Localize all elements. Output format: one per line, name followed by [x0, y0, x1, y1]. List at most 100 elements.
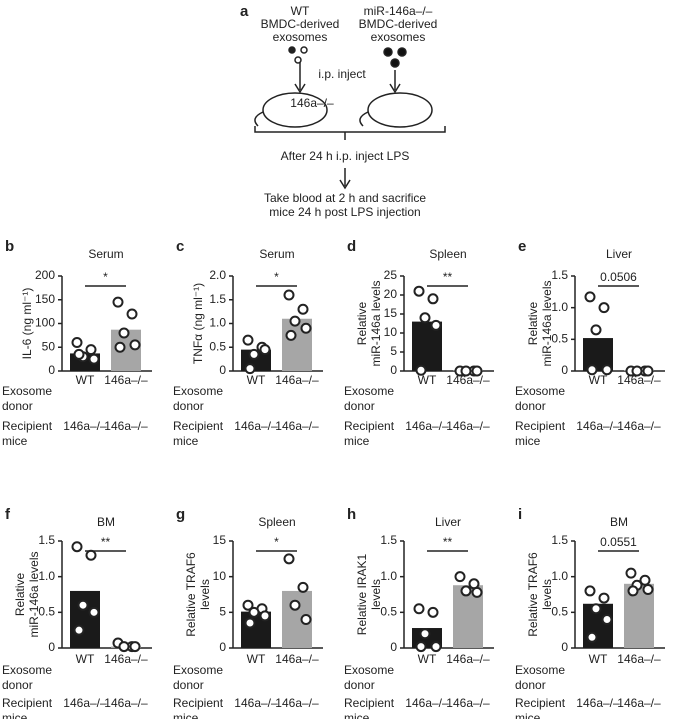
row-label: Exosome	[344, 384, 394, 398]
row-label: Recipient	[344, 419, 395, 433]
y-tick-label: 1.0	[38, 569, 55, 583]
row-label: mice	[344, 434, 370, 448]
y-tick-label: 0	[219, 640, 226, 654]
y-tick-label: 1.0	[551, 569, 568, 583]
recipient-label: 146a–/–	[104, 696, 148, 710]
recipient-label: 146a–/–	[405, 419, 449, 433]
data-point	[244, 617, 256, 629]
row-label: Recipient	[2, 696, 53, 710]
data-point	[601, 613, 613, 625]
row-label: Exosome	[173, 384, 223, 398]
chart-title: Spleen	[429, 247, 466, 261]
y-tick-label: 0.5	[380, 605, 397, 619]
data-point	[283, 553, 295, 565]
y-axis-label: levels	[540, 579, 554, 610]
y-axis-label: TNFα (ng ml⁻¹)	[191, 283, 205, 364]
y-tick-label: 0	[390, 363, 397, 377]
y-axis-label: levels	[198, 579, 212, 610]
y-axis-label: levels	[369, 579, 383, 610]
data-point	[454, 571, 466, 583]
data-point	[642, 584, 654, 596]
significance-label: *	[103, 270, 108, 284]
y-tick-label: 0	[48, 363, 55, 377]
panel-label: i	[518, 506, 522, 523]
y-tick-label: 200	[35, 268, 55, 282]
significance-label: 0.0506	[600, 270, 637, 284]
data-point	[297, 581, 309, 593]
mouse	[367, 92, 433, 128]
row-label: donor	[2, 678, 33, 692]
source-label: BMDC-derived	[359, 17, 438, 31]
recipient-label: 146a–/–	[576, 696, 620, 710]
x-tick-label: 146a–/–	[275, 652, 319, 666]
data-point	[601, 364, 613, 376]
row-label: donor	[344, 678, 375, 692]
chart-title: Serum	[88, 247, 123, 261]
recipient-label: 146a–/–	[446, 696, 490, 710]
data-point	[430, 319, 442, 331]
recipient-label: 146a–/–	[234, 696, 278, 710]
y-tick-label: 1.0	[551, 300, 568, 314]
data-point	[244, 363, 256, 375]
panel-label: e	[518, 238, 526, 255]
y-tick-label: 0.5	[551, 332, 568, 346]
data-point	[129, 339, 141, 351]
source-label: exosomes	[371, 30, 426, 44]
data-point	[259, 610, 271, 622]
recipient-label: 146a–/–	[446, 419, 490, 433]
y-tick-label: 0.5	[209, 339, 226, 353]
row-label: Exosome	[515, 663, 565, 677]
y-tick-label: 2.0	[209, 268, 226, 282]
y-axis-label: Relative	[13, 573, 27, 617]
data-point	[427, 606, 439, 618]
y-axis-label: Relative TRAF6	[184, 552, 198, 637]
row-label: Recipient	[515, 696, 566, 710]
significance-label: **	[101, 535, 111, 549]
y-axis-label: miR-146a levels	[540, 280, 554, 366]
row-label: Exosome	[344, 663, 394, 677]
y-tick-label: 0	[219, 363, 226, 377]
row-label: Recipient	[515, 419, 566, 433]
arrowhead	[294, 83, 306, 94]
row-label: Exosome	[173, 663, 223, 677]
data-point	[625, 567, 637, 579]
panel-label: d	[347, 238, 356, 255]
row-label: donor	[344, 399, 375, 413]
recipient-label: 146a–/–	[275, 419, 319, 433]
source-label: miR-146a–/–	[364, 4, 433, 18]
row-label: mice	[515, 434, 541, 448]
exosome	[300, 46, 308, 54]
y-axis-label: Relative	[526, 302, 540, 346]
data-point	[471, 365, 483, 377]
bar	[70, 590, 100, 648]
step-label: Take blood at 2 h and sacrifice	[264, 191, 426, 205]
row-label: mice	[344, 711, 370, 719]
panel-label: a	[240, 3, 249, 20]
exosome	[294, 56, 302, 64]
data-point	[627, 585, 639, 597]
exosome	[397, 47, 407, 57]
exosome	[288, 46, 296, 54]
y-tick-label: 1.5	[209, 292, 226, 306]
y-tick-label: 0	[390, 640, 397, 654]
data-point	[430, 641, 442, 653]
y-tick-label: 5	[219, 605, 226, 619]
exosome	[390, 58, 400, 68]
data-point	[642, 365, 654, 377]
chart-title: Spleen	[258, 515, 295, 529]
data-point	[471, 586, 483, 598]
data-point	[415, 641, 427, 653]
data-point	[590, 603, 602, 615]
y-tick-label: 0	[48, 640, 55, 654]
data-point	[631, 365, 643, 377]
recipient-label: 146a–/–	[63, 696, 107, 710]
data-point	[248, 606, 260, 618]
row-label: mice	[2, 711, 28, 719]
chart-title: Liver	[435, 515, 461, 529]
row-label: mice	[515, 711, 541, 719]
data-point	[427, 293, 439, 305]
x-tick-label: 146a–/–	[617, 373, 661, 387]
chart-title: BM	[610, 515, 628, 529]
panel-label: f	[5, 506, 11, 523]
